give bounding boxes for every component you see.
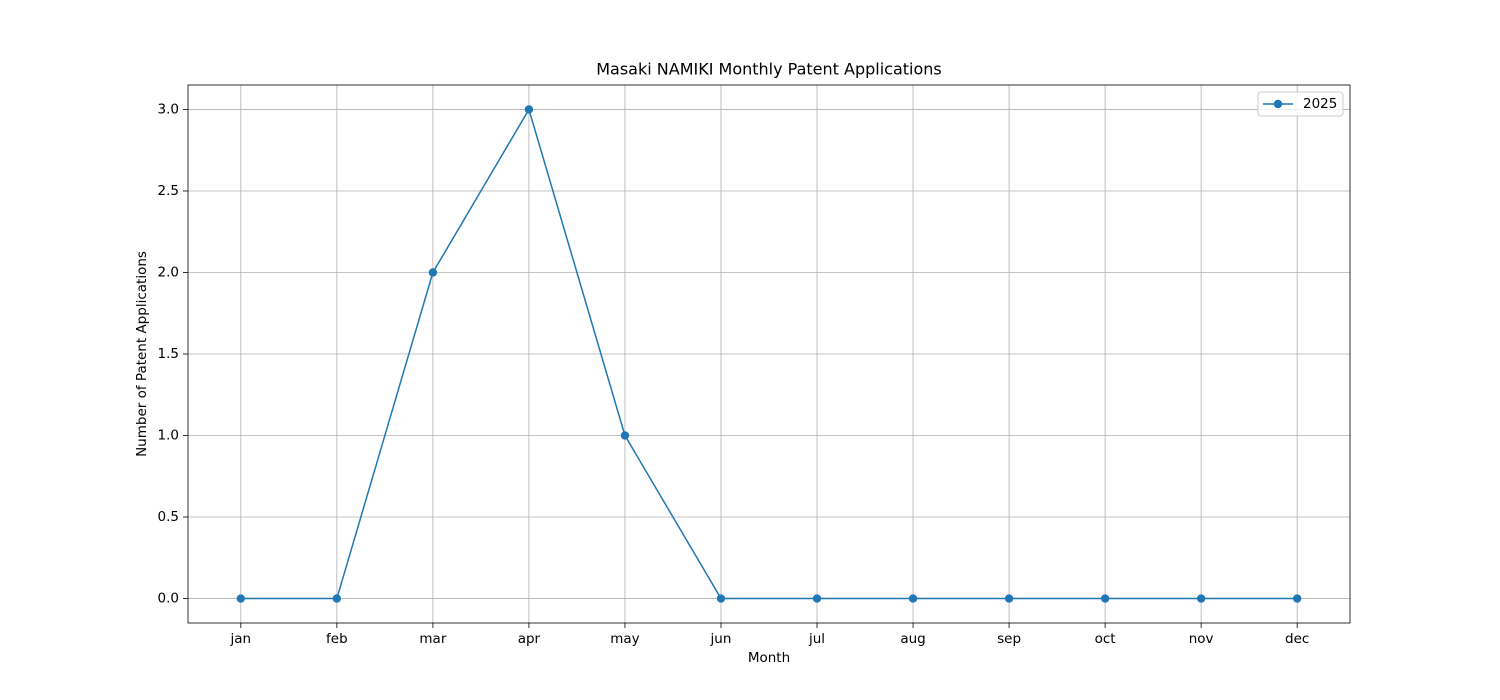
x-tick-label: sep: [997, 631, 1021, 647]
x-tick-label: oct: [1095, 631, 1116, 647]
y-tick-label: 1.5: [158, 346, 179, 362]
data-point: [333, 594, 341, 602]
data-point: [237, 594, 245, 602]
data-point: [621, 431, 629, 439]
page: Masaki NAMIKI Monthly Patent Application…: [0, 0, 1500, 700]
y-tick-label: 3.0: [158, 101, 179, 117]
x-tick-label: may: [610, 631, 639, 647]
x-tick-label: nov: [1189, 631, 1214, 647]
x-axis-label: Month: [748, 650, 790, 666]
x-tick-label: mar: [419, 631, 446, 647]
x-tick-label: jun: [710, 631, 732, 647]
legend-label: 2025: [1303, 96, 1337, 112]
data-point: [1293, 594, 1301, 602]
data-point: [909, 594, 917, 602]
chart: Masaki NAMIKI Monthly Patent Application…: [0, 0, 1500, 700]
legend-marker: [1274, 100, 1282, 108]
x-tick-label: dec: [1285, 631, 1309, 647]
y-axis-label: Number of Patent Applications: [134, 251, 150, 457]
data-point: [525, 105, 533, 113]
chart-title: Masaki NAMIKI Monthly Patent Application…: [596, 60, 942, 79]
x-tick-label: aug: [900, 631, 925, 647]
data-point: [813, 594, 821, 602]
y-tick-label: 1.0: [158, 428, 179, 444]
x-tick-label: jan: [230, 631, 252, 647]
data-point: [1101, 594, 1109, 602]
data-point: [1197, 594, 1205, 602]
data-point: [429, 268, 437, 276]
data-point: [717, 594, 725, 602]
data-point: [1005, 594, 1013, 602]
y-tick-label: 0.5: [158, 509, 179, 525]
y-tick-label: 2.0: [158, 264, 179, 280]
x-tick-label: jul: [808, 631, 825, 647]
y-tick-label: 0.0: [158, 591, 179, 607]
y-tick-label: 2.5: [158, 183, 179, 199]
x-tick-label: apr: [518, 631, 541, 647]
x-tick-label: feb: [326, 631, 348, 647]
